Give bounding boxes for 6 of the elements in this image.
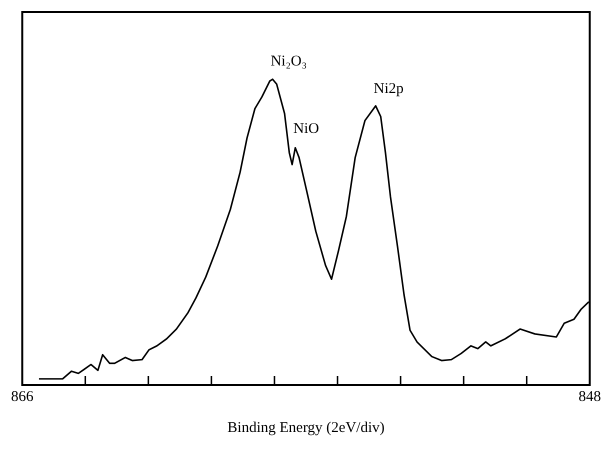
annotation: NiO	[293, 120, 320, 137]
x-tick-label: 866	[11, 388, 34, 405]
annotation: Ni₂O₃	[270, 54, 307, 70]
x-axis-title: Binding Energy (2eV/div)	[227, 420, 385, 436]
annotation: Ni2p	[374, 81, 404, 98]
x-tick-label: 848	[578, 388, 601, 405]
